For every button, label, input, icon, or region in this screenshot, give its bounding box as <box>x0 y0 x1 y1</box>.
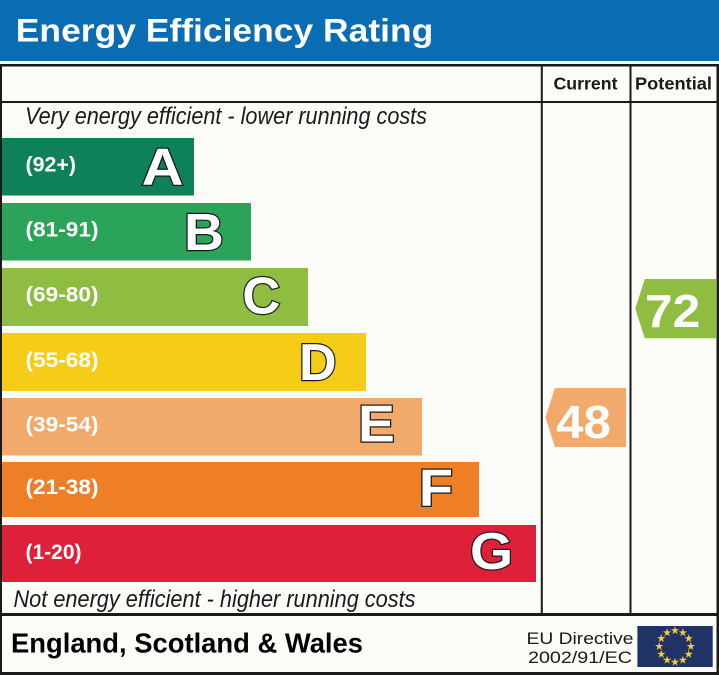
svg-text:F: F <box>419 460 453 518</box>
svg-text:E: E <box>358 395 395 453</box>
svg-text:(21-38): (21-38) <box>26 476 99 499</box>
svg-text:C: C <box>242 268 280 326</box>
svg-text:48: 48 <box>556 397 611 448</box>
svg-text:(39-54): (39-54) <box>26 413 99 436</box>
svg-text:(81-91): (81-91) <box>26 219 99 242</box>
svg-text:(55-68): (55-68) <box>26 349 99 372</box>
svg-text:Energy Efficiency Rating: Energy Efficiency Rating <box>16 13 434 49</box>
svg-text:Not energy efficient - higher: Not energy efficient - higher running co… <box>14 586 416 613</box>
svg-text:2002/91/EC: 2002/91/EC <box>528 648 632 667</box>
svg-text:(1-20): (1-20) <box>26 541 82 564</box>
svg-text:A: A <box>142 137 184 196</box>
svg-text:Current: Current <box>554 74 618 94</box>
svg-text:(69-80): (69-80) <box>26 284 99 307</box>
svg-text:72: 72 <box>645 286 700 337</box>
svg-text:EU Directive: EU Directive <box>527 629 634 648</box>
svg-text:(92+): (92+) <box>26 154 77 177</box>
svg-text:B: B <box>184 203 224 261</box>
svg-text:England, Scotland & Wales: England, Scotland & Wales <box>11 628 363 659</box>
svg-text:Very energy efficient - lower: Very energy efficient - lower running co… <box>25 103 427 130</box>
svg-text:G: G <box>470 522 513 580</box>
svg-text:D: D <box>299 334 337 392</box>
svg-text:Potential: Potential <box>635 74 712 94</box>
